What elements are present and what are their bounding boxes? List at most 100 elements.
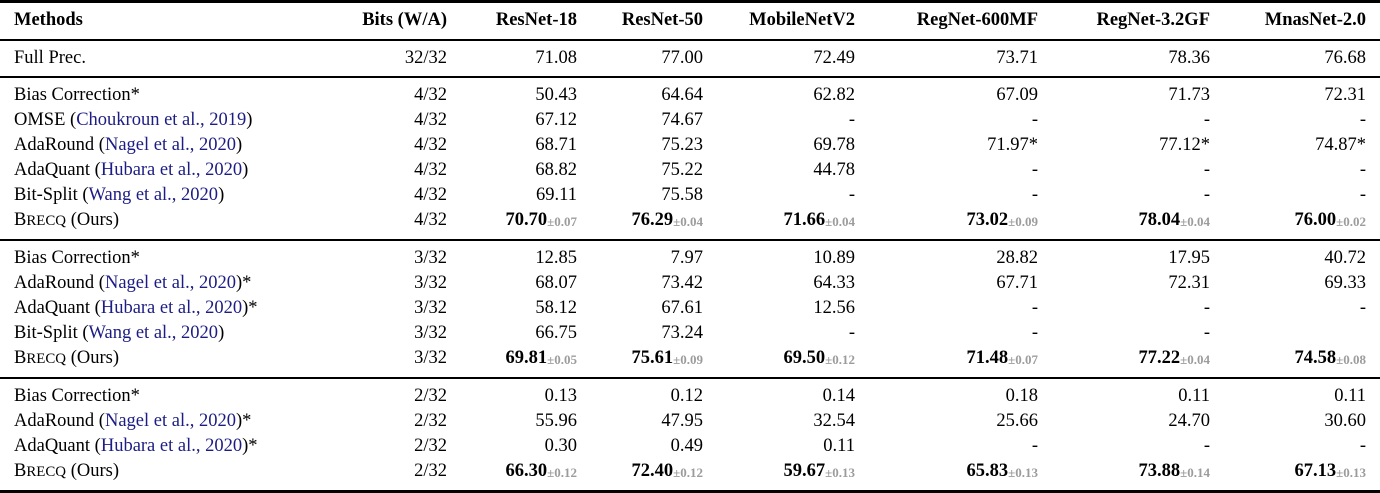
value-cell: 59.67±0.13 xyxy=(717,459,869,492)
bits-cell: 3/32 xyxy=(414,347,447,368)
value-cell: 75.61±0.09 xyxy=(591,346,717,378)
method-label-part: Bias Correction* xyxy=(14,247,140,268)
value-cell: - xyxy=(1031,109,1038,130)
column-header-regnet-3-2gf: RegNet-3.2GF xyxy=(1096,10,1210,31)
value-cell: 74.67 xyxy=(661,109,703,130)
value-cell: 74.87* xyxy=(1315,134,1366,155)
value-stddev: ±0.04 xyxy=(1180,213,1210,229)
value-cell: 66.30±0.12 xyxy=(461,459,591,492)
value-cell: 67.12 xyxy=(535,109,577,130)
method-cell: Bit-Split (Wang et al., 2020) xyxy=(0,321,325,346)
column-header-methods: Methods xyxy=(14,10,83,31)
citation-link[interactable]: Nagel et al., 2020 xyxy=(104,134,236,155)
table-group-0: Full Prec. 32/32 71.08 77.00 72.49 73.71 78.36… xyxy=(0,40,1380,77)
value-cell: 73.24 xyxy=(661,322,703,343)
value-cell: 47.95 xyxy=(661,410,703,431)
value-cell: - xyxy=(1031,184,1038,205)
value-cell: 64.64 xyxy=(661,84,703,105)
value-cell: 65.83±0.13 xyxy=(869,459,1052,492)
method-label-part: )* xyxy=(242,435,258,456)
column-header-resnet-50: ResNet-50 xyxy=(621,10,703,31)
value-main: 71.48 xyxy=(966,347,1009,368)
value-stddev: ±0.02 xyxy=(1336,213,1366,229)
value-cell: 25.66 xyxy=(996,410,1038,431)
method-cell: AdaQuant (Hubara et al., 2020) xyxy=(0,158,325,183)
value-cell: 0.18 xyxy=(1005,385,1038,406)
value-main: 71.66 xyxy=(783,209,826,230)
value-cell: 71.66±0.04 xyxy=(717,208,869,240)
method-label-part: ) xyxy=(218,184,225,205)
value-cell: 74.58±0.08 xyxy=(1224,346,1380,378)
value-cell: 72.31 xyxy=(1168,272,1210,293)
bits-cell: 2/32 xyxy=(414,410,447,431)
method-cell: AdaRound (Nagel et al., 2020)* xyxy=(0,409,325,434)
table-row: AdaRound (Nagel et al., 2020)* 3/32 68.07 7… xyxy=(0,271,1380,296)
value-stddev: ±0.04 xyxy=(673,213,703,229)
value-cell: 69.50±0.12 xyxy=(717,346,869,378)
citation-link[interactable]: Choukroun et al., 2019 xyxy=(76,109,247,130)
value-cell: 71.48±0.07 xyxy=(869,346,1052,378)
method-label-part: ) xyxy=(218,322,225,343)
value-cell: 78.36 xyxy=(1168,47,1210,68)
method-cell: Full Prec. xyxy=(0,40,325,77)
value-cell: 71.97* xyxy=(987,134,1038,155)
value-cell: 76.68 xyxy=(1324,47,1366,68)
table-row: Bias Correction* 2/32 0.13 0.12 0.14 0.18 0.11… xyxy=(0,378,1380,409)
citation-link[interactable]: Nagel et al., 2020 xyxy=(104,410,236,431)
bits-cell: 32/32 xyxy=(404,47,447,68)
bits-cell: 3/32 xyxy=(414,272,447,293)
value-cell: - xyxy=(848,109,855,130)
value-cell: - xyxy=(848,184,855,205)
table-row: AdaQuant (Hubara et al., 2020)* 2/32 0.30 0… xyxy=(0,434,1380,459)
method-cell: AdaQuant (Hubara et al., 2020)* xyxy=(0,434,325,459)
value-main: 59.67 xyxy=(783,460,826,481)
value-stddev: ±0.07 xyxy=(547,213,577,229)
citation-link[interactable]: Hubara et al., 2020 xyxy=(100,159,243,180)
value-stddev: ±0.14 xyxy=(1180,464,1210,480)
value-cell: 0.11 xyxy=(1178,385,1210,406)
table-row: BRECQ (Ours) 4/32 70.70±0.07 76.29±0.04 71.6… xyxy=(0,208,1380,240)
value-cell: 75.22 xyxy=(661,159,703,180)
value-main: 69.50 xyxy=(783,347,826,368)
citation-link[interactable]: Nagel et al., 2020 xyxy=(104,272,236,293)
value-cell: 7.97 xyxy=(670,247,703,268)
value-stddev: ±0.13 xyxy=(1008,464,1038,480)
value-cell: 69.33 xyxy=(1324,272,1366,293)
citation-link[interactable]: Hubara et al., 2020 xyxy=(100,297,243,318)
value-cell: 30.60 xyxy=(1324,410,1366,431)
method-label-part: (Ours) xyxy=(66,460,119,481)
table-group-3: Bias Correction* 2/32 0.13 0.12 0.14 0.18 0.11… xyxy=(0,378,1380,492)
table-row: Bit-Split (Wang et al., 2020) 3/32 66.75 73… xyxy=(0,321,1380,346)
value-main: 70.70 xyxy=(505,209,548,230)
value-cell: 69.11 xyxy=(536,184,577,205)
bits-cell: 3/32 xyxy=(414,297,447,318)
value-cell: - xyxy=(1203,159,1210,180)
column-header-mobilenetv2: MobileNetV2 xyxy=(749,10,855,31)
method-label-part: Bit-Split ( xyxy=(14,322,89,343)
citation-link[interactable]: Hubara et al., 2020 xyxy=(100,435,243,456)
method-label-part: AdaQuant ( xyxy=(14,297,101,318)
column-header-regnet-600mf: RegNet-600MF xyxy=(916,10,1038,31)
table-group-1: Bias Correction* 4/32 50.43 64.64 62.82 67.09… xyxy=(0,77,1380,240)
method-label-part: )* xyxy=(235,410,252,431)
citation-link[interactable]: Wang et al., 2020 xyxy=(88,184,219,205)
method-cell: BRECQ (Ours) xyxy=(0,208,325,240)
method-label-part: B xyxy=(14,460,27,481)
value-cell: 75.23 xyxy=(661,134,703,155)
value-cell: 67.61 xyxy=(661,297,703,318)
method-cell: OMSE (Choukroun et al., 2019) xyxy=(0,108,325,133)
column-header-bits-w-a: Bits (W/A) xyxy=(362,10,447,31)
value-stddev: ±0.04 xyxy=(825,213,855,229)
method-label-part: RECQ xyxy=(26,212,67,229)
table-header: Methods Bits (W/A) ResNet-18 ResNet-50 Mobil… xyxy=(0,2,1380,40)
value-cell: 0.13 xyxy=(544,385,577,406)
value-cell: 72.40±0.12 xyxy=(591,459,717,492)
value-cell: 0.11 xyxy=(823,435,855,456)
value-cell: 68.71 xyxy=(535,134,577,155)
value-cell: 76.29±0.04 xyxy=(591,208,717,240)
bits-cell: 4/32 xyxy=(414,184,447,205)
citation-link[interactable]: Wang et al., 2020 xyxy=(88,322,219,343)
method-label-part: AdaRound ( xyxy=(14,410,105,431)
bits-cell: 2/32 xyxy=(414,385,447,406)
